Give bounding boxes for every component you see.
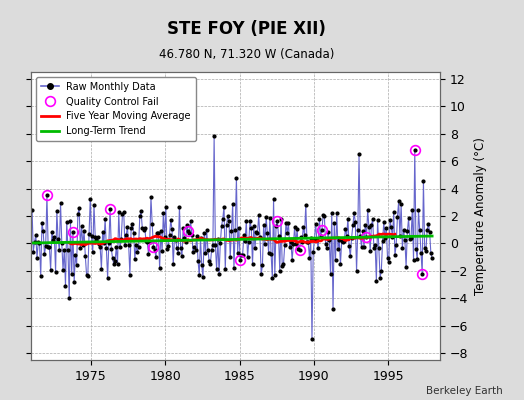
Text: 46.780 N, 71.320 W (Canada): 46.780 N, 71.320 W (Canada) bbox=[159, 48, 334, 61]
Legend: Raw Monthly Data, Quality Control Fail, Five Year Moving Average, Long-Term Tren: Raw Monthly Data, Quality Control Fail, … bbox=[36, 77, 196, 141]
Text: Berkeley Earth: Berkeley Earth bbox=[427, 386, 503, 396]
Y-axis label: Temperature Anomaly (°C): Temperature Anomaly (°C) bbox=[474, 137, 487, 295]
Text: STE FOY (PIE XII): STE FOY (PIE XII) bbox=[167, 20, 326, 38]
